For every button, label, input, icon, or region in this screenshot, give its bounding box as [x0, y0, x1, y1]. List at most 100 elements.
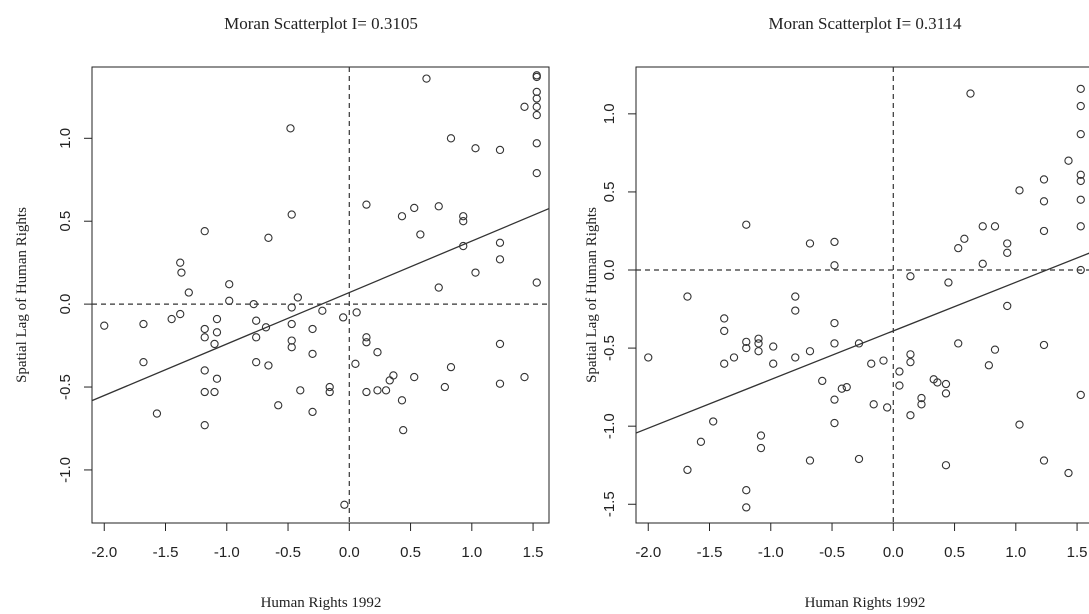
- y-tick-label: -1.0: [601, 413, 618, 439]
- data-point: [769, 359, 778, 368]
- data-point: [754, 334, 763, 343]
- data-point: [944, 278, 953, 287]
- data-point: [210, 339, 219, 349]
- data-point: [895, 367, 904, 376]
- data-point: [261, 323, 271, 332]
- y-tick-label: -0.5: [601, 335, 618, 361]
- data-point: [1039, 456, 1049, 465]
- data-point: [990, 345, 1000, 354]
- data-point: [471, 268, 480, 277]
- data-point: [362, 387, 371, 397]
- data-point: [742, 503, 751, 512]
- panel-right: Moran Scatterplot I= 0.3114 -2.0 -1.5 -1.0…: [584, 14, 1089, 611]
- regression-line-group: [636, 252, 1089, 434]
- y-tick-label: -1.5: [601, 491, 618, 517]
- data-point: [100, 321, 109, 330]
- data-point: [200, 421, 209, 430]
- data-point: [446, 362, 456, 372]
- data-point: [212, 328, 222, 337]
- data-point: [954, 244, 963, 253]
- y-tick-label: 1.0: [57, 128, 74, 149]
- y-tick-label: 0.5: [57, 211, 74, 232]
- data-point: [532, 72, 541, 82]
- y-axis-label: Spatial Lag of Human Rights: [584, 207, 600, 383]
- data-point: [352, 308, 361, 317]
- regression-line-group: [92, 207, 549, 402]
- plot-frame: [635, 66, 1089, 524]
- data-point: [176, 309, 185, 319]
- data-point: [830, 261, 839, 270]
- x-tick-label: 1.0: [461, 544, 482, 561]
- data-point: [176, 258, 185, 267]
- data-point: [422, 74, 431, 83]
- data-point: [754, 347, 763, 356]
- data-point: [1076, 170, 1085, 179]
- y-axis: -1.0 -0.5 0.0 0.5 1.0: [57, 128, 92, 483]
- data-point: [225, 296, 234, 305]
- data-point: [805, 347, 815, 356]
- plot-area: [92, 67, 549, 523]
- data-point: [1064, 156, 1073, 165]
- data-point: [1076, 222, 1085, 231]
- data-point: [906, 358, 915, 367]
- data-point: [252, 316, 261, 325]
- x-tick-label: -1.5: [153, 544, 179, 561]
- data-point: [978, 222, 987, 231]
- plot-frame: [91, 66, 550, 524]
- data-point: [434, 202, 443, 211]
- data-point: [184, 288, 193, 297]
- data-point: [225, 280, 234, 289]
- data-point: [1039, 197, 1049, 206]
- data-point: [960, 234, 969, 243]
- x-tick-label: -0.5: [275, 544, 301, 561]
- data-point: [709, 417, 718, 426]
- data-point: [895, 381, 904, 390]
- regression-line: [92, 207, 549, 402]
- data-point: [879, 356, 888, 365]
- data-point: [139, 358, 148, 367]
- data-point: [941, 461, 951, 470]
- data-point: [495, 379, 505, 388]
- x-tick-label: 0.0: [883, 544, 904, 561]
- panel-left: Moran Scatterplot I= 0.3105 -2.0 -1.5 -1.0…: [14, 14, 550, 611]
- data-point: [805, 239, 815, 248]
- data-point: [252, 333, 261, 342]
- x-tick-label: 0.5: [944, 544, 965, 561]
- data-point: [177, 268, 186, 277]
- data-point: [990, 222, 1000, 231]
- data-point: [351, 359, 360, 368]
- data-point: [966, 89, 975, 98]
- data-point: [869, 400, 878, 409]
- data-point: [249, 299, 258, 309]
- x-axis-label: Human Rights 1992: [805, 595, 926, 611]
- data-point: [308, 349, 317, 359]
- y-tick-label: 1.0: [601, 103, 618, 124]
- data-point: [532, 110, 541, 120]
- data-point: [495, 255, 505, 264]
- data-point: [308, 407, 317, 417]
- chart-title: Moran Scatterplot I= 0.3114: [768, 14, 962, 33]
- data-point: [532, 71, 541, 80]
- data-point: [287, 319, 296, 329]
- data-point: [532, 278, 541, 287]
- data-point: [933, 378, 942, 387]
- data-point: [906, 272, 915, 281]
- data-point: [139, 319, 148, 329]
- data-point: [830, 395, 839, 404]
- data-point: [362, 333, 371, 342]
- data-point: [791, 292, 800, 301]
- data-point: [769, 342, 778, 351]
- data-point: [373, 386, 382, 395]
- data-point: [756, 443, 766, 453]
- data-point: [984, 361, 994, 370]
- data-point: [756, 431, 766, 440]
- data-point: [520, 372, 529, 382]
- data-point: [1076, 176, 1085, 186]
- data-point: [1076, 390, 1085, 400]
- data-point: [495, 339, 505, 349]
- data-points: [644, 84, 1085, 512]
- data-point: [906, 411, 915, 420]
- data-point: [720, 326, 729, 336]
- data-point: [791, 353, 800, 362]
- data-point: [459, 212, 468, 221]
